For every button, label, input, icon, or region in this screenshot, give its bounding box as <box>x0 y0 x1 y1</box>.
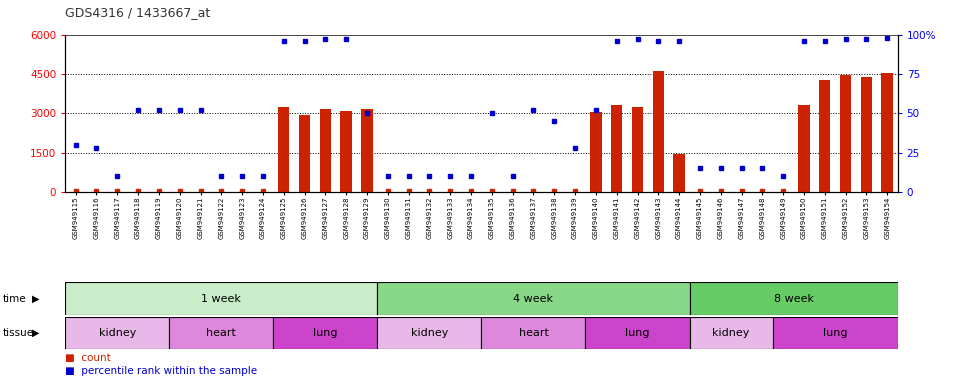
Text: ▶: ▶ <box>32 293 39 304</box>
Bar <box>689 282 898 315</box>
Text: GDS4316 / 1433667_at: GDS4316 / 1433667_at <box>65 6 210 19</box>
Bar <box>65 282 377 315</box>
Bar <box>299 114 310 192</box>
Text: kidney: kidney <box>411 328 448 338</box>
Text: time: time <box>3 293 27 304</box>
Bar <box>377 317 482 349</box>
Text: kidney: kidney <box>99 328 136 338</box>
Bar <box>632 107 643 192</box>
Bar <box>840 75 852 192</box>
Bar <box>773 317 898 349</box>
Bar <box>361 109 372 192</box>
Text: 8 week: 8 week <box>774 293 813 304</box>
Bar <box>689 317 773 349</box>
Bar <box>482 317 586 349</box>
Bar <box>590 112 602 192</box>
Text: ■  count: ■ count <box>65 353 111 363</box>
Text: ▶: ▶ <box>32 328 39 338</box>
Text: ■  percentile rank within the sample: ■ percentile rank within the sample <box>65 366 257 376</box>
Text: lung: lung <box>313 328 338 338</box>
Bar <box>881 73 893 192</box>
Bar <box>341 111 352 192</box>
Text: 1 week: 1 week <box>202 293 241 304</box>
Text: kidney: kidney <box>712 328 750 338</box>
Bar <box>611 106 622 192</box>
Bar <box>377 282 689 315</box>
Bar <box>861 76 872 192</box>
Bar <box>169 317 274 349</box>
Bar <box>278 107 290 192</box>
Bar <box>320 109 331 192</box>
Bar <box>65 317 169 349</box>
Bar <box>586 317 689 349</box>
Bar <box>653 71 664 192</box>
Text: 4 week: 4 week <box>514 293 554 304</box>
Text: heart: heart <box>518 328 548 338</box>
Bar <box>819 81 830 192</box>
Text: lung: lung <box>823 328 848 338</box>
Bar <box>799 106 809 192</box>
Text: lung: lung <box>625 328 650 338</box>
Text: tissue: tissue <box>3 328 34 338</box>
Text: heart: heart <box>206 328 236 338</box>
Bar <box>673 154 684 192</box>
Bar <box>274 317 377 349</box>
